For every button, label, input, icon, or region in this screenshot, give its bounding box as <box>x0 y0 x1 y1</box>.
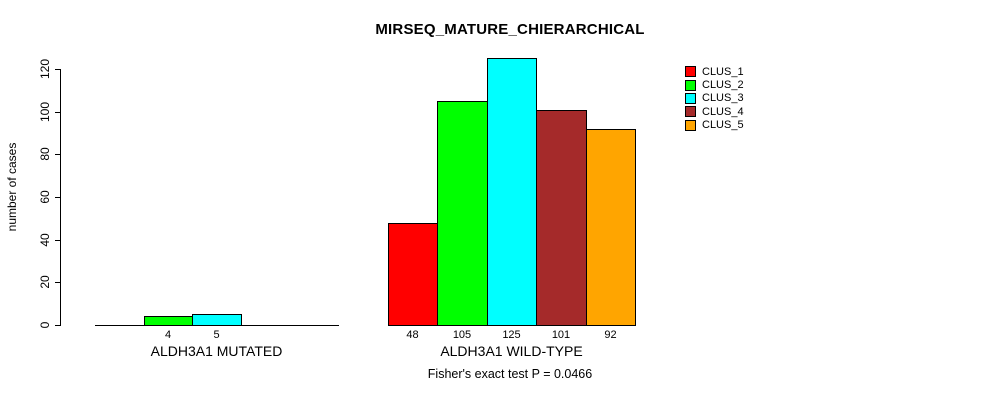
bar-value-label: 105 <box>452 329 472 341</box>
bar-value-label: 92 <box>604 329 617 341</box>
bar-value-label: 4 <box>164 329 172 341</box>
legend-swatch <box>685 119 696 131</box>
bar-clus_5 <box>586 129 636 326</box>
legend: CLUS_1 CLUS_2 CLUS_3 CLUS_4 CLUS_5 <box>685 65 744 132</box>
y-axis-tick <box>55 112 60 113</box>
y-axis-tick-label: 20 <box>38 275 52 289</box>
legend-label: CLUS_2 <box>702 79 744 92</box>
y-axis-tick <box>55 69 60 70</box>
x-category-label: ALDH3A1 MUTATED <box>150 343 283 359</box>
legend-swatch <box>685 79 696 91</box>
bar-clus_4 <box>536 110 587 326</box>
bar-clus_3 <box>192 314 242 326</box>
bar-clus_3 <box>487 58 537 326</box>
legend-swatch <box>685 92 696 104</box>
legend-item: CLUS_5 <box>685 119 744 132</box>
legend-item: CLUS_4 <box>685 105 744 118</box>
y-axis-tick-label: 40 <box>38 233 52 247</box>
y-axis-tick <box>55 282 60 283</box>
legend-swatch <box>685 106 696 118</box>
y-axis-tick-label: 60 <box>38 190 52 204</box>
legend-label: CLUS_3 <box>702 92 744 105</box>
legend-swatch <box>685 66 696 78</box>
y-axis-label: number of cases <box>5 142 19 232</box>
y-axis-tick-label: 100 <box>38 101 52 123</box>
bar-value-label: 125 <box>502 329 521 341</box>
legend-label: CLUS_1 <box>702 65 744 78</box>
legend-label: CLUS_5 <box>702 119 744 132</box>
bar-clus_2 <box>144 316 193 326</box>
fisher-test-note: Fisher's exact test P = 0.0466 <box>427 367 593 381</box>
bar-value-label: 5 <box>213 329 220 341</box>
y-axis-tick-label: 120 <box>38 58 52 80</box>
bar-clus_2 <box>437 101 488 326</box>
bar-clus_1 <box>388 223 438 326</box>
y-axis-tick-label: 80 <box>38 147 52 161</box>
legend-label: CLUS_4 <box>702 105 744 118</box>
legend-item: CLUS_1 <box>685 65 744 78</box>
bar-value-label: 101 <box>551 329 571 341</box>
legend-item: CLUS_3 <box>685 92 744 105</box>
legend-item: CLUS_2 <box>685 78 744 91</box>
y-axis-tick <box>55 197 60 198</box>
y-axis-tick-label: 0 <box>38 321 52 329</box>
y-axis-tick <box>55 154 60 155</box>
bar-value-label: 48 <box>406 329 419 341</box>
x-category-label: ALDH3A1 WILD-TYPE <box>440 343 583 359</box>
y-axis-line <box>60 69 61 326</box>
chart-title: MIRSEQ_MATURE_CHIERARCHICAL <box>375 21 645 38</box>
y-axis-tick <box>55 325 60 326</box>
y-axis-tick <box>55 240 60 241</box>
